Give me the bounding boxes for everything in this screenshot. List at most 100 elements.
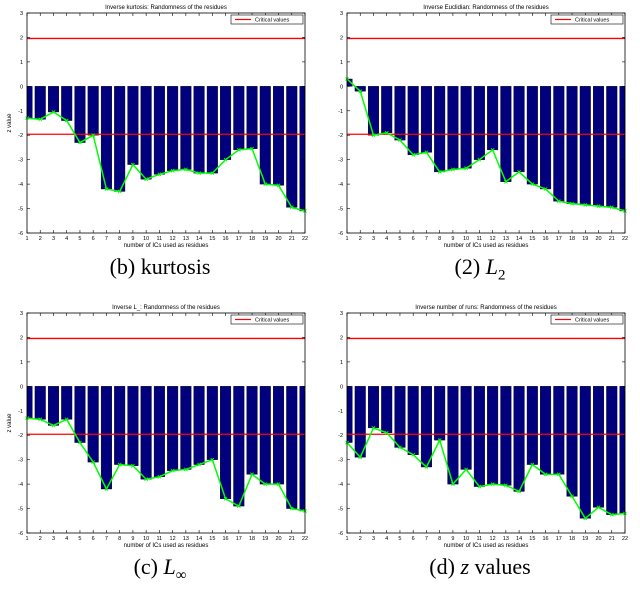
bar (233, 86, 245, 151)
series-marker (250, 472, 254, 477)
chart-svg: Inverse L_: Randomness of the residues -6… (7, 305, 308, 549)
x-tick-label: 11 (157, 536, 163, 542)
x-tick-label: 2 (359, 536, 362, 542)
x-tick-label: 16 (543, 536, 549, 542)
series-marker (517, 489, 522, 494)
x-tick-label: 21 (609, 236, 615, 242)
bar (434, 386, 446, 441)
x-tick-label: 18 (249, 536, 255, 542)
x-tick-label: 5 (398, 236, 401, 242)
series-marker (197, 462, 202, 467)
y-tick-label: 0 (20, 84, 23, 90)
series-marker (197, 171, 202, 176)
y-tick-label: -6 (18, 231, 23, 237)
x-tick-label: 8 (118, 536, 121, 542)
caption-subscript: ∞ (175, 567, 187, 584)
series-marker (250, 146, 254, 151)
series-marker (157, 474, 162, 479)
x-tick-label: 22 (622, 536, 628, 542)
bar (513, 86, 525, 173)
y-tick-label: 0 (20, 384, 23, 390)
series-marker (117, 462, 122, 467)
bar (153, 86, 165, 175)
series-marker (543, 187, 548, 191)
bar (140, 386, 152, 480)
x-tick-label: 16 (543, 236, 549, 242)
chart-caption: (c) L∞ (0, 554, 320, 584)
x-tick-label: 4 (385, 236, 388, 242)
bar (553, 386, 565, 475)
x-tick-label: 2 (359, 236, 362, 242)
y-tick-label: -3 (338, 458, 343, 464)
bar (420, 386, 432, 468)
y-tick-label: 1 (340, 360, 343, 366)
plot-frame (346, 312, 626, 534)
bar (206, 386, 218, 460)
y-tick-label: -5 (338, 207, 343, 213)
series-marker (64, 118, 69, 123)
y-tick-label: 1 (20, 60, 23, 66)
y-tick-label: -6 (338, 531, 343, 537)
bar (114, 386, 126, 465)
x-tick-label: 17 (236, 536, 242, 542)
bar (593, 86, 605, 207)
y-tick-label: 0 (340, 84, 343, 90)
x-tick-label: 14 (196, 236, 202, 242)
caption-main: kurtosis (140, 254, 211, 279)
series-marker (276, 482, 281, 487)
series-marker (371, 133, 376, 138)
series-marker (583, 516, 588, 521)
x-tick-label: 3 (52, 236, 55, 242)
bar (273, 386, 285, 485)
x-tick-label: 14 (196, 536, 202, 542)
x-tick-label: 10 (143, 536, 149, 542)
x-tick-label: 6 (92, 536, 95, 542)
x-tick-label: 10 (463, 236, 469, 242)
series-marker (450, 482, 455, 487)
x-tick-label: 17 (556, 236, 562, 242)
x-tick-label: 7 (425, 236, 428, 242)
y-tick-label: 2 (340, 35, 343, 41)
x-tick-label: 17 (236, 236, 242, 242)
y-axis-label: z value (7, 413, 13, 433)
x-tick-label: 3 (372, 536, 375, 542)
y-tick-label: -5 (338, 507, 343, 513)
series-line (26, 111, 306, 212)
x-tick-label: 16 (223, 236, 229, 242)
x-tick-label: 7 (425, 536, 428, 542)
series-marker (183, 167, 188, 172)
x-tick-label: 7 (105, 536, 108, 542)
series-marker (556, 472, 561, 477)
bar (180, 386, 192, 470)
legend-box (550, 14, 624, 25)
caption-prefix: (2) (454, 254, 481, 279)
bar (220, 386, 232, 499)
y-tick-label: 3 (340, 11, 343, 17)
chart-svg: Inverse Euclidian: Randomness of the res… (338, 5, 628, 249)
y-tick-label: -6 (18, 531, 23, 537)
series-marker (477, 157, 482, 162)
legend-box (550, 314, 624, 325)
bar (193, 86, 205, 174)
x-tick-label: 21 (609, 536, 615, 542)
chart-caption: (d) z values (320, 554, 640, 580)
y-tick-label: -4 (338, 482, 343, 488)
y-tick-label: -2 (18, 133, 23, 139)
x-tick-label: 20 (595, 536, 601, 542)
caption-main: L (163, 554, 176, 579)
chart-panel-kurtosis: Inverse kurtosis: Randomness of the resi… (0, 0, 320, 300)
x-tick-label: 15 (529, 236, 535, 242)
bar (367, 86, 379, 136)
x-tick-label: 12 (170, 236, 176, 242)
series-marker (450, 167, 455, 172)
bar (394, 86, 406, 141)
x-tick-label: 6 (92, 236, 95, 242)
x-tick-label: 2 (39, 236, 42, 242)
bar (513, 386, 525, 492)
caption-subscript: 2 (497, 267, 506, 284)
series-marker (411, 452, 416, 457)
x-tick-label: 6 (412, 536, 415, 542)
series-marker (236, 147, 241, 152)
series-marker (464, 166, 469, 171)
y-tick-label: 3 (20, 11, 23, 17)
